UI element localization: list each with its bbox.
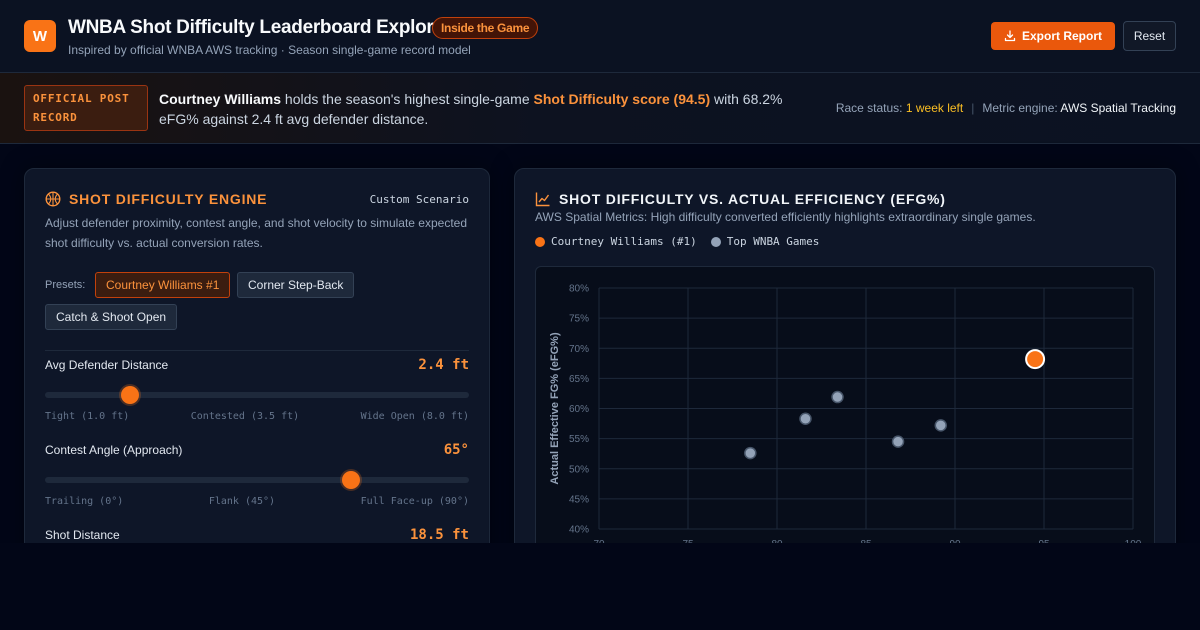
- status-divider: |: [971, 101, 975, 115]
- y-tick-label: 40%: [569, 525, 589, 536]
- y-tick-label: 55%: [569, 434, 589, 445]
- race-status: Race status: 1 week left | Metric engine: …: [836, 101, 1176, 115]
- preset-catch-shoot-open[interactable]: Catch & Shoot Open: [45, 304, 178, 330]
- scenario-label: Custom Scenario: [369, 193, 469, 206]
- chart-subtitle: AWS Spatial Metrics: High difficulty con…: [535, 210, 1036, 224]
- chart-legend: Courtney Williams (#1) Top WNBA Games: [535, 235, 819, 248]
- y-tick-label: 65%: [569, 374, 589, 385]
- top-game-point: [934, 419, 948, 432]
- y-tick-label: 75%: [569, 314, 589, 325]
- record-banner: OFFICIAL POST RECORD Courtney Williams h…: [0, 73, 1200, 144]
- official-record-tag: OFFICIAL POST RECORD: [24, 85, 148, 131]
- preset-courtney-williams[interactable]: Courtney Williams #1: [95, 272, 231, 298]
- chart-title: SHOT DIFFICULTY VS. ACTUAL EFFICIENCY (E…: [559, 191, 946, 207]
- record-score: Shot Difficulty score (94.5): [533, 91, 711, 107]
- y-tick-label: 45%: [569, 494, 589, 505]
- record-tag-line2: RECORD: [33, 111, 78, 124]
- legend-label-top-games: Top WNBA Games: [726, 235, 820, 248]
- top-game-point: [831, 390, 844, 404]
- app-header: W WNBA Shot Difficulty Leaderboard Explo…: [0, 0, 1200, 73]
- y-tick-label: 70%: [569, 344, 589, 355]
- contest-angle-thumb[interactable]: [342, 471, 361, 489]
- shot-distance-value: 18.5 ft: [409, 527, 469, 543]
- race-status-label: Race status:: [835, 101, 906, 115]
- app-title: WNBA Shot Difficulty Leaderboard Explore…: [68, 17, 451, 38]
- app-subtitle: Inspired by official WNBA AWS tracking ·…: [68, 43, 471, 57]
- record-player: Courtney Williams: [159, 91, 282, 107]
- efficiency-chart-panel: SHOT DIFFICULTY VS. ACTUAL EFFICIENCY (E…: [514, 168, 1176, 568]
- record-tag-line1: OFFICIAL POST: [33, 92, 130, 105]
- contest-angle-value: 65°: [443, 442, 469, 458]
- tick-contested: Contested (3.5 ft): [190, 411, 300, 422]
- export-report-button[interactable]: Export Report: [991, 22, 1115, 50]
- record-description: Courtney Williams holds the season's hig…: [159, 89, 799, 129]
- metric-engine-label: Metric engine:: [982, 101, 1061, 115]
- metric-engine-value: AWS Spatial Tracking: [1060, 101, 1176, 115]
- top-game-point: [744, 446, 757, 460]
- record-text-b: with 68.2% eFG% against 2.4 ft avg defen…: [159, 91, 783, 127]
- tick-face-up: Full Face-up (90°): [360, 496, 469, 507]
- defender-distance-thumb[interactable]: [120, 386, 139, 404]
- tick-trailing: Trailing (0°): [45, 496, 124, 507]
- engine-title: SHOT DIFFICULTY ENGINE: [69, 191, 268, 207]
- y-tick-label: 50%: [569, 464, 589, 475]
- y-tick-label: 60%: [569, 404, 589, 415]
- basketball-icon: [45, 191, 61, 207]
- defender-distance-slider[interactable]: [45, 386, 469, 404]
- contest-angle-ticks: Trailing (0°) Flank (45°) Full Face-up (…: [45, 496, 469, 507]
- defender-distance-value: 2.4 ft: [418, 357, 469, 373]
- legend-label-courtney: Courtney Williams (#1): [551, 235, 697, 248]
- race-status-value: 1 week left: [905, 101, 964, 115]
- legend-swatch-top-games: [710, 236, 721, 247]
- y-tick-label: 80%: [569, 284, 589, 295]
- presets-label: Presets:: [45, 279, 86, 291]
- tick-tight: Tight (1.0 ft): [45, 411, 130, 422]
- engine-description: Adjust defender proximity, contest angle…: [45, 216, 468, 250]
- courtney-williams-point: [1025, 349, 1046, 370]
- defender-distance-ticks: Tight (1.0 ft) Contested (3.5 ft) Wide O…: [45, 411, 469, 422]
- shot-distance-label: Shot Distance: [45, 528, 120, 542]
- defender-distance-label: Avg Defender Distance: [45, 358, 169, 372]
- record-text-a: holds the season's highest single-game: [281, 91, 534, 107]
- app-logo: W: [24, 20, 56, 52]
- shot-difficulty-engine-panel: SHOT DIFFICULTY ENGINE Custom Scenario A…: [24, 168, 490, 568]
- legend-item-top-games[interactable]: Top WNBA Games: [710, 235, 820, 248]
- contest-angle-slider[interactable]: [45, 471, 469, 489]
- legend-item-courtney[interactable]: Courtney Williams (#1): [535, 235, 697, 248]
- download-icon: [1004, 30, 1016, 42]
- scatter-plot: 40%45%50%55%60%65%70%75%80%7075808590951…: [549, 284, 1142, 551]
- export-report-label: Export Report: [1021, 29, 1102, 43]
- section-divider: [45, 350, 469, 351]
- preset-corner-step-back[interactable]: Corner Step-Back: [237, 272, 355, 298]
- legend-swatch-courtney: [535, 236, 545, 247]
- inside-game-badge: Inside the Game: [432, 17, 539, 39]
- y-axis-label: Actual Effective FG% (eFG%): [549, 332, 561, 485]
- page-bottom-fill: [0, 543, 1200, 630]
- top-game-point: [891, 435, 905, 448]
- reset-button[interactable]: Reset: [1123, 21, 1176, 51]
- line-chart-icon: [535, 192, 550, 207]
- top-game-point: [799, 412, 812, 425]
- tick-flank: Flank (45°): [208, 496, 276, 507]
- tick-wide-open: Wide Open (8.0 ft): [360, 411, 469, 422]
- contest-angle-label: Contest Angle (Approach): [45, 443, 183, 457]
- chart-area: 40%45%50%55%60%65%70%75%80%7075808590951…: [535, 266, 1155, 566]
